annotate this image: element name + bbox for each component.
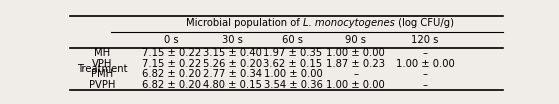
Text: 3.54 ± 0.36: 3.54 ± 0.36 — [263, 80, 323, 90]
Text: 7.15 ± 0.22: 7.15 ± 0.22 — [142, 59, 201, 69]
Text: 3.15 ± 0.40: 3.15 ± 0.40 — [203, 48, 262, 58]
Text: 2.77 ± 0.34: 2.77 ± 0.34 — [203, 69, 262, 79]
Text: 1.00 ± 0.00: 1.00 ± 0.00 — [326, 80, 385, 90]
Text: Treatment: Treatment — [77, 64, 127, 74]
Text: 90 s: 90 s — [345, 35, 366, 45]
Text: MH: MH — [94, 48, 111, 58]
Text: Microbial population of: Microbial population of — [186, 18, 303, 28]
Text: 60 s: 60 s — [282, 35, 304, 45]
Text: 1.00 ± 0.00: 1.00 ± 0.00 — [326, 48, 385, 58]
Text: 4.80 ± 0.15: 4.80 ± 0.15 — [203, 80, 262, 90]
Text: 30 s: 30 s — [222, 35, 243, 45]
Text: –: – — [423, 69, 428, 79]
Text: 6.82 ± 0.20: 6.82 ± 0.20 — [142, 80, 201, 90]
Text: PVPH: PVPH — [89, 80, 116, 90]
Text: 1.87 ± 0.23: 1.87 ± 0.23 — [326, 59, 385, 69]
Text: 0 s: 0 s — [164, 35, 179, 45]
Text: PMH: PMH — [91, 69, 113, 79]
Text: VPH: VPH — [92, 59, 112, 69]
Text: (log CFU/g): (log CFU/g) — [395, 18, 454, 28]
Text: –: – — [353, 69, 358, 79]
Text: –: – — [423, 80, 428, 90]
Text: 1.00 ± 0.00: 1.00 ± 0.00 — [396, 59, 454, 69]
Text: L. monocytogenes: L. monocytogenes — [303, 18, 395, 28]
Text: 6.82 ± 0.20: 6.82 ± 0.20 — [142, 69, 201, 79]
Text: 1.97 ± 0.35: 1.97 ± 0.35 — [263, 48, 323, 58]
Text: 5.26 ± 0.20: 5.26 ± 0.20 — [203, 59, 262, 69]
Text: 3.62 ± 0.15: 3.62 ± 0.15 — [263, 59, 323, 69]
Text: 120 s: 120 s — [411, 35, 439, 45]
Text: 1.00 ± 0.00: 1.00 ± 0.00 — [264, 69, 323, 79]
Text: 7.15 ± 0.22: 7.15 ± 0.22 — [142, 48, 201, 58]
Text: –: – — [423, 48, 428, 58]
